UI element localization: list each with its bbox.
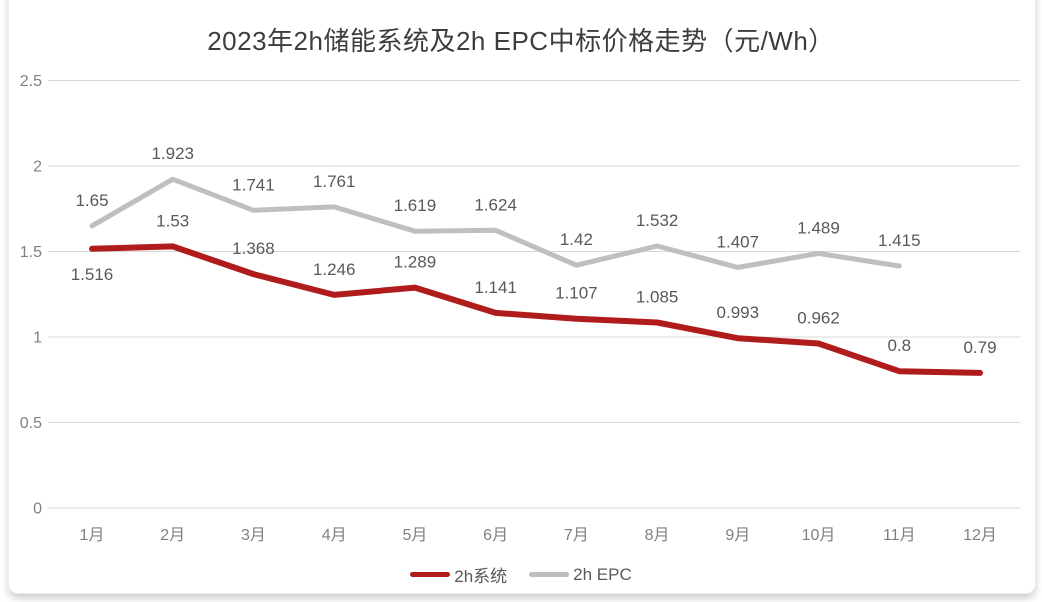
legend-item-system[interactable]: 2h系统 [410,562,507,587]
data-label: 0.962 [797,308,840,327]
data-label: 1.761 [313,172,356,191]
data-label: 1.085 [636,287,679,306]
x-axis-tick-label: 5月 [402,527,427,544]
data-label: 1.53 [156,211,189,230]
data-label: 1.368 [232,239,275,258]
data-label: 1.532 [636,211,679,230]
data-label: 1.65 [75,191,108,210]
data-label: 1.624 [474,195,517,214]
y-axis-tick-label: 0 [33,501,42,518]
chart-legend: 2h系统 2h EPC [0,562,1042,587]
data-label: 0.79 [963,338,996,357]
data-label: 1.489 [797,218,840,237]
data-label: 1.516 [71,265,114,284]
x-axis-tick-label: 1月 [80,527,105,544]
x-axis-tick-label: 3月 [241,527,266,544]
data-label: 0.8 [887,336,911,355]
y-axis-tick-label: 2.5 [20,73,42,90]
data-label: 1.42 [560,230,593,249]
x-axis-tick-label: 9月 [725,527,750,544]
data-label: 0.993 [717,303,760,322]
data-label: 1.619 [394,196,437,215]
x-axis-tick-label: 12月 [963,527,997,544]
chart-card [8,0,1036,594]
chart-title: 2023年2h储能系统及2h EPC中标价格走势（元/Wh） [207,26,835,56]
data-label: 1.741 [232,175,275,194]
x-axis-tick-label: 4月 [322,527,347,544]
data-label: 1.141 [474,278,517,297]
series-line-1[interactable] [89,176,902,270]
x-axis-tick-label: 10月 [802,527,836,544]
x-axis-tick-label: 11月 [883,527,916,544]
legend-swatch-system [410,572,451,577]
x-axis-tick-label: 7月 [564,527,589,544]
y-axis-tick-label: 2 [33,159,42,176]
x-axis-tick-label: 8月 [645,527,670,544]
y-axis-tick-label: 1.5 [20,244,42,261]
data-label: 1.289 [394,253,437,272]
data-label: 1.246 [313,260,356,279]
data-label: 1.415 [878,231,921,250]
legend-item-epc[interactable]: 2h EPC [529,565,632,585]
y-axis-tick-label: 1 [33,330,42,347]
data-label: 1.407 [717,232,760,251]
legend-label-system: 2h系统 [454,567,508,586]
x-axis-tick-label: 2月 [160,527,185,544]
data-label: 1.107 [555,284,598,303]
data-label: 1.923 [151,144,194,163]
x-axis-tick-label: 6月 [483,527,508,544]
legend-label-epc: 2h EPC [573,564,632,584]
legend-swatch-epc [529,572,570,577]
y-axis-tick-label: 0.5 [20,415,42,432]
series-line-0[interactable] [89,243,983,376]
